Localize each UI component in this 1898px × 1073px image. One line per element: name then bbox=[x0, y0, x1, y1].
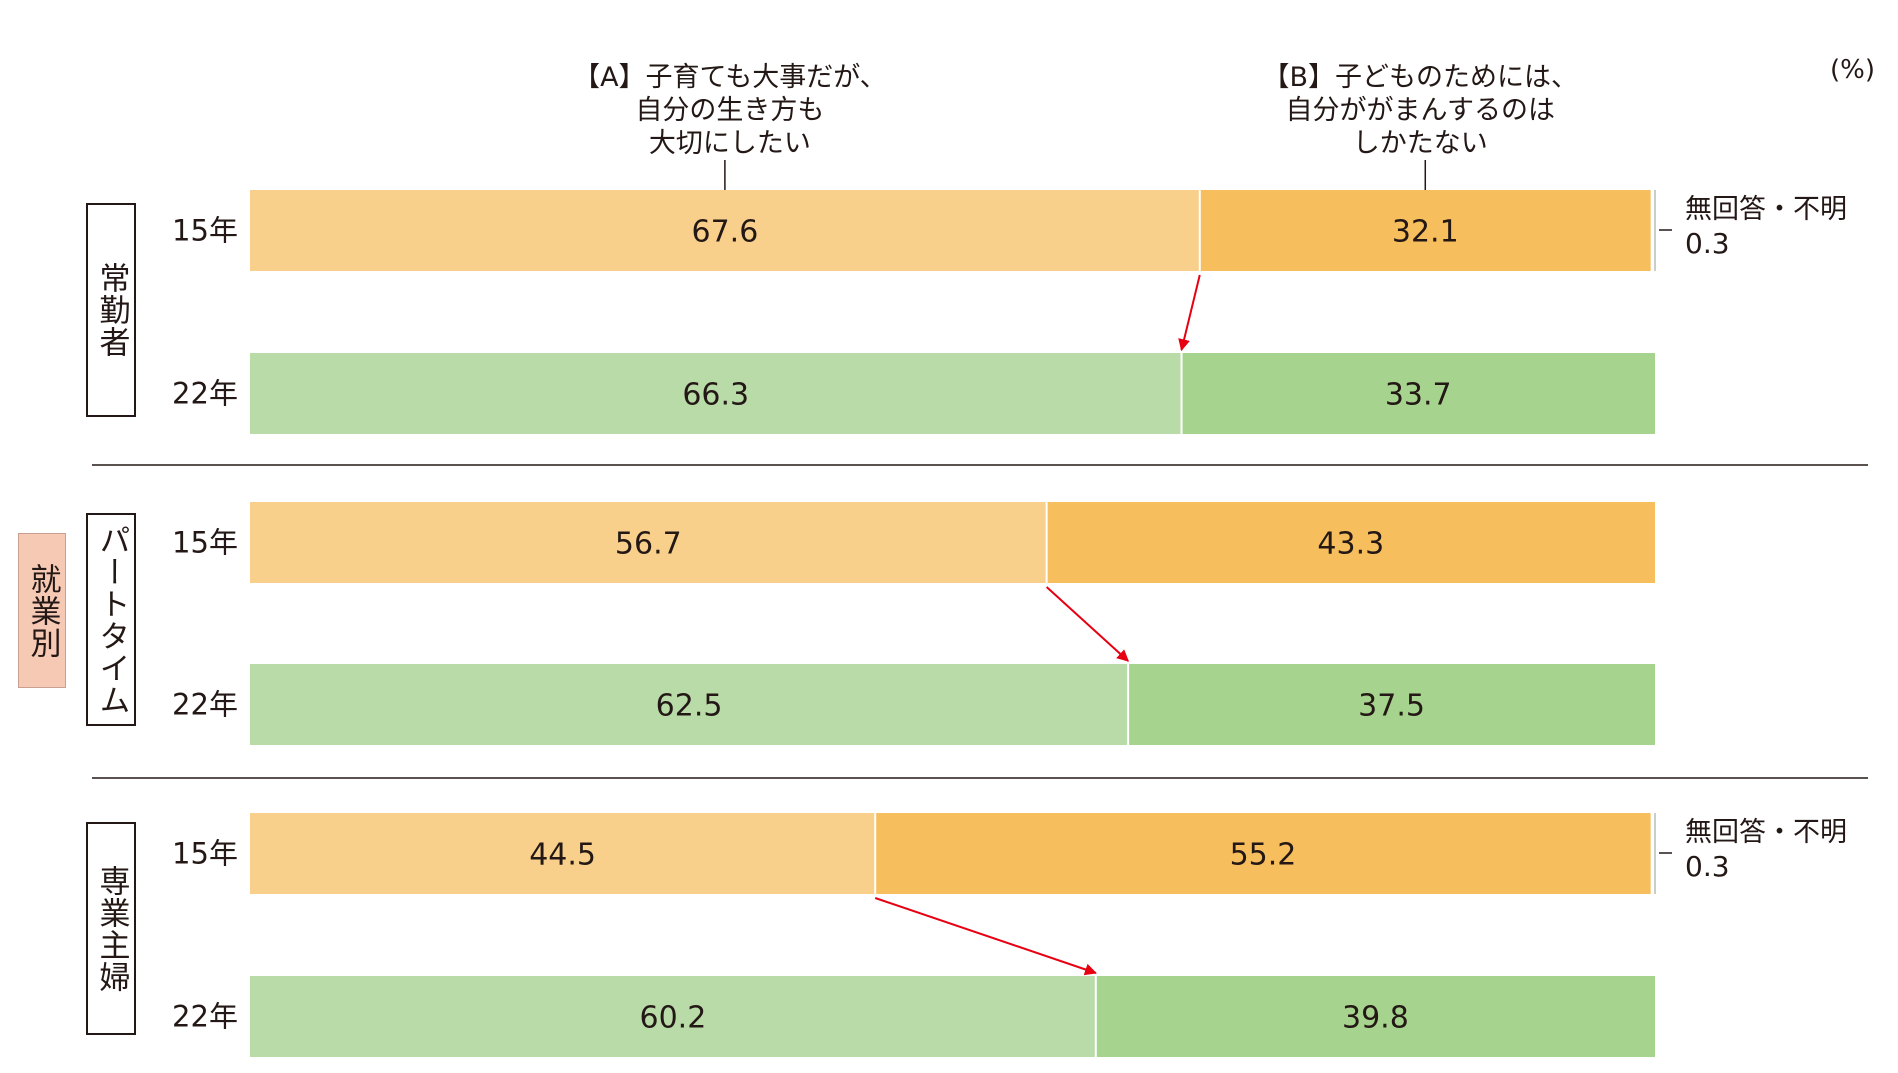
bar-segment-b bbox=[1199, 190, 1651, 271]
bar-segment-a bbox=[250, 502, 1047, 583]
no-answer-label: 無回答・不明 bbox=[1685, 817, 1847, 848]
year-label: 15年 bbox=[172, 837, 238, 871]
value-label-b: 39.8 bbox=[1342, 1001, 1409, 1036]
legend-b-label-line: 自分ががまんするのは bbox=[1286, 95, 1555, 126]
value-label-b: 55.2 bbox=[1230, 838, 1297, 873]
category-label-box: 就業別 bbox=[18, 533, 66, 688]
year-label: 15年 bbox=[172, 214, 238, 248]
value-label-a: 60.2 bbox=[640, 1001, 707, 1036]
legend-a-label-line: 大切にしたい bbox=[649, 128, 811, 159]
value-label-a: 56.7 bbox=[615, 527, 682, 562]
year-label: 22年 bbox=[172, 688, 238, 722]
group-label-part-time: パートタイム bbox=[93, 523, 130, 716]
legend-a-label-line: 自分の生き方も bbox=[635, 95, 824, 126]
bar-segment-a bbox=[250, 353, 1182, 434]
bar-segment-a bbox=[250, 813, 876, 894]
no-answer-label: 無回答・不明 bbox=[1685, 194, 1847, 225]
group-label-box-0: 常勤者 bbox=[86, 203, 136, 417]
value-label-b: 37.5 bbox=[1358, 689, 1425, 724]
value-label-b: 32.1 bbox=[1392, 215, 1459, 250]
value-label-a: 44.5 bbox=[529, 838, 596, 873]
bar-segment-b bbox=[1046, 502, 1655, 583]
bar-segment-b bbox=[1128, 664, 1655, 745]
group-label-sengyo-shufu: 専業主婦 bbox=[93, 864, 130, 993]
group-label-box-2: 専業主婦 bbox=[86, 822, 136, 1035]
change-arrow bbox=[874, 897, 1097, 976]
no-answer-value: 0.3 bbox=[1685, 227, 1730, 260]
bar-segment-no-answer bbox=[1650, 813, 1655, 894]
unit-label: (%) bbox=[1830, 55, 1875, 85]
group-label-box-1: パートタイム bbox=[86, 513, 136, 726]
bar-segment-no-answer bbox=[1650, 190, 1655, 271]
value-label-a: 62.5 bbox=[656, 689, 723, 724]
bar-segment-b bbox=[1095, 976, 1655, 1057]
bar-segment-b bbox=[1181, 353, 1655, 434]
bar-segment-b bbox=[875, 813, 1651, 894]
group-label-jokinsha: 常勤者 bbox=[93, 262, 130, 358]
year-label: 15年 bbox=[172, 526, 238, 560]
bar-segment-a bbox=[250, 976, 1096, 1057]
legend-b-label-line: しかたない bbox=[1353, 128, 1488, 159]
value-label-b: 33.7 bbox=[1385, 378, 1452, 413]
change-arrow bbox=[1045, 586, 1130, 662]
no-answer-value: 0.3 bbox=[1685, 850, 1730, 883]
category-label: 就業別 bbox=[24, 562, 61, 659]
value-label-b: 43.3 bbox=[1317, 527, 1384, 562]
year-label: 22年 bbox=[172, 377, 238, 411]
value-label-a: 67.6 bbox=[691, 215, 758, 250]
value-label-a: 66.3 bbox=[682, 378, 749, 413]
legend-b-label-line: 【B】子どものためには、 bbox=[1263, 62, 1579, 93]
bar-segment-a bbox=[250, 190, 1200, 271]
bar-segment-a bbox=[250, 664, 1129, 745]
year-label: 22年 bbox=[172, 1000, 238, 1034]
change-arrow bbox=[1178, 274, 1201, 352]
legend-a-label-line: 【A】子育ても大事だが、 bbox=[573, 62, 887, 93]
